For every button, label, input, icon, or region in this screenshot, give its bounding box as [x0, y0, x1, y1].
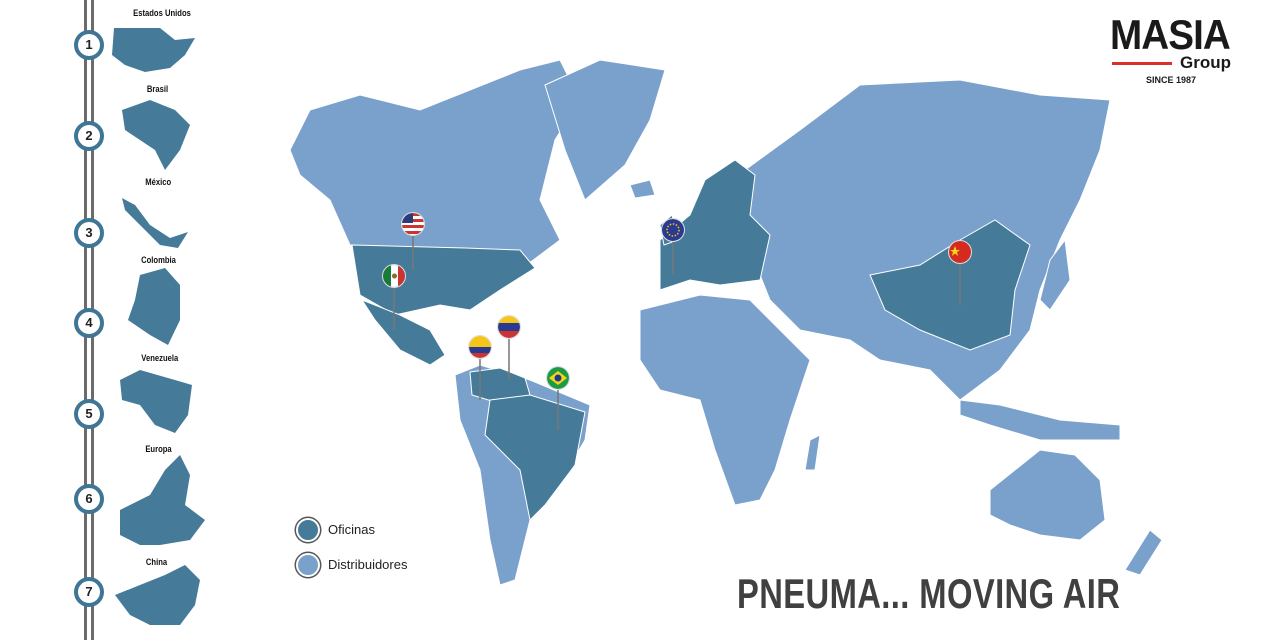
brazil-region	[484, 394, 586, 522]
venezuela-silhouette	[120, 370, 192, 433]
country-label: China	[145, 557, 168, 567]
distributor-swatch-icon	[296, 553, 320, 577]
step-5-badge: 5	[74, 399, 104, 429]
mexico-silhouette	[122, 198, 188, 248]
usa-silhouette	[112, 28, 195, 72]
colombia-silhouette	[128, 268, 180, 345]
new-zealand	[1124, 529, 1163, 576]
country-label: Colombia	[141, 255, 176, 265]
logo-since: SINCE 1987	[1146, 75, 1197, 85]
step-7-badge: 7	[74, 577, 104, 607]
pins	[393, 236, 961, 430]
legend-label: Oficinas	[328, 522, 375, 537]
mexico-region	[360, 298, 446, 366]
step-4-badge: 4	[74, 308, 104, 338]
brazil-flag-icon	[547, 367, 569, 389]
asia	[744, 79, 1111, 401]
logo-name: MASIA	[1110, 11, 1231, 58]
north-america	[289, 59, 581, 271]
step-2-badge: 2	[74, 121, 104, 151]
step-6-badge: 6	[74, 484, 104, 514]
china-silhouette	[115, 565, 200, 625]
venezuela-flag-icon	[498, 316, 520, 338]
legend-distributors: Distribuidores	[296, 553, 407, 577]
country-label: Venezuela	[141, 353, 179, 363]
step-1-badge: 1	[74, 30, 104, 60]
japan	[1039, 238, 1071, 311]
europe-silhouette	[120, 455, 205, 545]
indonesia	[959, 399, 1121, 441]
country-label: Europa	[145, 444, 172, 454]
africa	[639, 294, 811, 506]
iceland	[629, 179, 656, 199]
legend-offices: Oficinas	[296, 518, 375, 542]
brazil-silhouette	[122, 100, 190, 170]
legend-label: Distribuidores	[328, 557, 408, 572]
masia-group-logo: MASIA Group SINCE 1987	[1110, 11, 1250, 108]
china-flag-icon	[949, 241, 971, 263]
usa-flag-icon	[402, 213, 424, 235]
country-label: Brasil	[146, 84, 169, 94]
colombia-flag-icon	[469, 336, 491, 358]
australia	[989, 449, 1106, 541]
greenland	[544, 59, 666, 201]
country-label: México	[145, 177, 172, 187]
usa-region	[351, 244, 536, 316]
tagline: PNEUMA... MOVING AIR	[737, 570, 1121, 617]
logo-group: Group	[1180, 53, 1231, 72]
madagascar	[804, 434, 821, 471]
step-3-badge: 3	[74, 218, 104, 248]
eu-flag-icon	[662, 219, 684, 241]
mexico-flag-icon	[383, 265, 405, 287]
europe-region	[659, 159, 771, 291]
logo-accent-line	[1112, 62, 1172, 65]
china-region	[869, 219, 1031, 351]
country-label: Estados Unidos	[133, 8, 191, 18]
office-swatch-icon	[296, 518, 320, 542]
